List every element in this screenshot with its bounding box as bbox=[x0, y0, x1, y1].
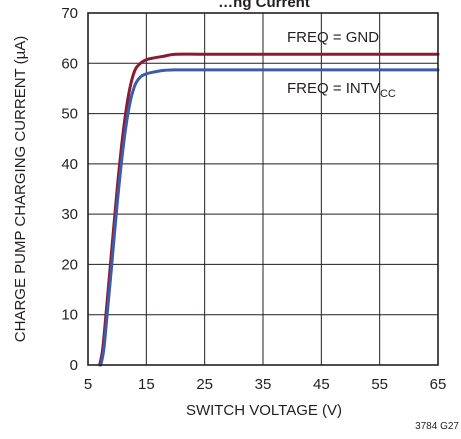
plot-frame bbox=[87, 12, 439, 366]
y-tick-label-10: 10 bbox=[61, 307, 78, 324]
tick-labels: 5 15 25 35 45 55 65 0 10 20 30 40 50 60 70 bbox=[61, 5, 446, 393]
x-tick-label-25: 25 bbox=[196, 376, 213, 393]
chart-title: …ng Current bbox=[218, 0, 310, 11]
y-tick-label-0: 0 bbox=[70, 357, 78, 374]
grid-lines bbox=[88, 13, 438, 365]
x-tick-label-15: 15 bbox=[138, 376, 155, 393]
series-layer bbox=[98, 52, 440, 367]
annotation-freq-gnd-main: FREQ = GND bbox=[287, 29, 379, 46]
x-tick-label-35: 35 bbox=[255, 376, 272, 393]
x-tick-label-65: 65 bbox=[430, 376, 447, 393]
annotation-freq-intvcc-main: FREQ = INTV bbox=[287, 80, 380, 97]
y-tick-label-70: 70 bbox=[61, 5, 78, 22]
annotation-freq-intvcc: FREQ = INTVCC bbox=[287, 80, 396, 100]
series-line-freq-gnd bbox=[98, 52, 440, 367]
y-axis-label: CHARGE PUMP CHARGING CURRENT (µA) bbox=[12, 36, 29, 342]
y-tick-label-30: 30 bbox=[61, 206, 78, 223]
figure-id: 3784 G27 bbox=[415, 421, 459, 432]
y-tick-label-20: 20 bbox=[61, 256, 78, 273]
x-axis-label: SWITCH VOLTAGE (V) bbox=[186, 402, 342, 419]
annotation-freq-gnd: FREQ = GND bbox=[287, 29, 379, 46]
y-tick-label-50: 50 bbox=[61, 106, 78, 123]
x-tick-label-45: 45 bbox=[313, 376, 330, 393]
annotation-freq-intvcc-sub: CC bbox=[380, 88, 396, 100]
x-tick-label-55: 55 bbox=[371, 376, 388, 393]
y-tick-label-60: 60 bbox=[61, 55, 78, 72]
x-tick-label-5: 5 bbox=[84, 376, 92, 393]
y-tick-label-40: 40 bbox=[61, 156, 78, 173]
series-line-freq-intvcc bbox=[99, 68, 440, 367]
